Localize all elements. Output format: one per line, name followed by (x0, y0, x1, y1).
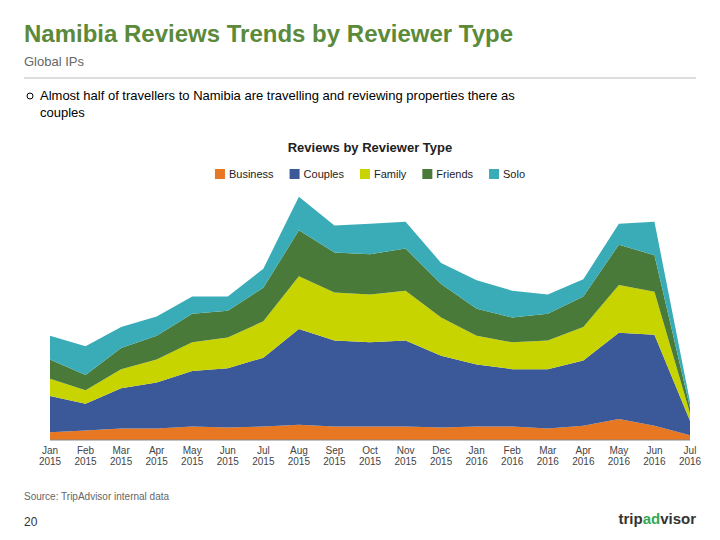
chart-title: Reviews by Reviewer Type (288, 140, 453, 155)
text-line: Apr (149, 445, 165, 456)
legend-swatch (422, 169, 432, 179)
text-line: 2015 (359, 456, 382, 467)
text-line: Jul (684, 445, 697, 456)
page-number: 20 (24, 515, 38, 529)
text-line: Feb (77, 445, 95, 456)
text-line: Mar (539, 445, 557, 456)
logo-part: trip (618, 510, 642, 527)
bullet-text: Almost half of travellers to Namibia are… (40, 88, 515, 120)
text-line: May (183, 445, 202, 456)
text-line: 2016 (466, 456, 489, 467)
logo-part: ad (643, 510, 661, 527)
text-line: 2016 (608, 456, 631, 467)
text-line: Mar (112, 445, 130, 456)
legend-label: Business (229, 168, 274, 180)
legend-item: Friends (422, 168, 473, 180)
text-line: Jun (220, 445, 236, 456)
x-tick-label: Apr2016 (572, 445, 595, 467)
text-line: Almost half of travellers to Namibia are… (40, 88, 515, 103)
text-line: 2015 (252, 456, 275, 467)
x-tick-label: Feb2016 (501, 445, 524, 467)
text-line: 2016 (572, 456, 595, 467)
x-tick-label: Jul2016 (679, 445, 702, 467)
x-tick-label: Nov2015 (394, 445, 417, 467)
x-tick-label: Aug2015 (288, 445, 311, 467)
logo-text: tripadvisor (618, 510, 696, 527)
text-line: 2016 (643, 456, 666, 467)
x-tick-label: Apr2015 (146, 445, 169, 467)
legend-item: Business (215, 168, 274, 180)
text-line: 2015 (323, 456, 346, 467)
areas (50, 197, 690, 440)
text-line: 2016 (537, 456, 560, 467)
x-tick-labels: Jan2015Feb2015Mar2015Apr2015May2015Jun20… (39, 445, 702, 467)
x-tick-label: Mar2016 (537, 445, 560, 467)
text-line: 2015 (74, 456, 97, 467)
x-tick-label: Jul2015 (252, 445, 275, 467)
text-line: Sep (326, 445, 344, 456)
legend-label: Family (374, 168, 407, 180)
text-line: Jul (257, 445, 270, 456)
text-line: 2015 (39, 456, 62, 467)
text-line: 2015 (181, 456, 204, 467)
text-line: Dec (432, 445, 450, 456)
x-tick-label: Sep2015 (323, 445, 346, 467)
legend-swatch (215, 169, 225, 179)
text-line: Jun (646, 445, 662, 456)
x-tick-label: Feb2015 (74, 445, 97, 467)
separator (24, 78, 696, 79)
legend-item: Solo (489, 168, 525, 180)
legend-label: Solo (503, 168, 525, 180)
x-tick-label: Jun2015 (217, 445, 240, 467)
page: Namibia Reviews Trends by Reviewer Type G… (0, 0, 720, 540)
x-tick-label: Jan2016 (466, 445, 489, 467)
text-line: 2015 (110, 456, 133, 467)
text-line: Feb (504, 445, 522, 456)
legend-swatch (290, 169, 300, 179)
x-tick-label: Mar2015 (110, 445, 133, 467)
legend-item: Family (360, 168, 407, 180)
text-line: Jan (469, 445, 485, 456)
source: Source: TripAdvisor internal data (24, 491, 170, 502)
text-line: May (609, 445, 628, 456)
x-tick-label: Dec2015 (430, 445, 453, 467)
text-line: Apr (576, 445, 592, 456)
legend-label: Friends (436, 168, 473, 180)
x-tick-label: May2016 (608, 445, 631, 467)
text-line: 2015 (217, 456, 240, 467)
text-line: 2015 (146, 456, 169, 467)
text-line: Nov (397, 445, 415, 456)
legend-item: Couples (290, 168, 345, 180)
legend-swatch (360, 169, 370, 179)
x-axis-line (50, 440, 690, 441)
text-line: Jan (42, 445, 58, 456)
x-tick-label: Jun2016 (643, 445, 666, 467)
bullet-marker (27, 93, 33, 99)
legend-swatch (489, 169, 499, 179)
text-line: Aug (290, 445, 308, 456)
x-tick-label: May2015 (181, 445, 204, 467)
x-tick-label: Oct2015 (359, 445, 382, 467)
text-line: 2016 (679, 456, 702, 467)
logo-part: visor (660, 510, 696, 527)
text-line: 2015 (430, 456, 453, 467)
area (50, 197, 690, 408)
legend-label: Couples (304, 168, 345, 180)
text-line: 2015 (288, 456, 311, 467)
text-line: couples (40, 105, 85, 120)
text-line: 2015 (394, 456, 417, 467)
subtitle: Global IPs (24, 54, 84, 69)
x-tick-label: Jan2015 (39, 445, 62, 467)
text-line: 2016 (501, 456, 524, 467)
legend: Business Couples Family Friends Solo (215, 168, 525, 180)
text-line: Oct (362, 445, 378, 456)
page-title: Namibia Reviews Trends by Reviewer Type (24, 20, 513, 47)
